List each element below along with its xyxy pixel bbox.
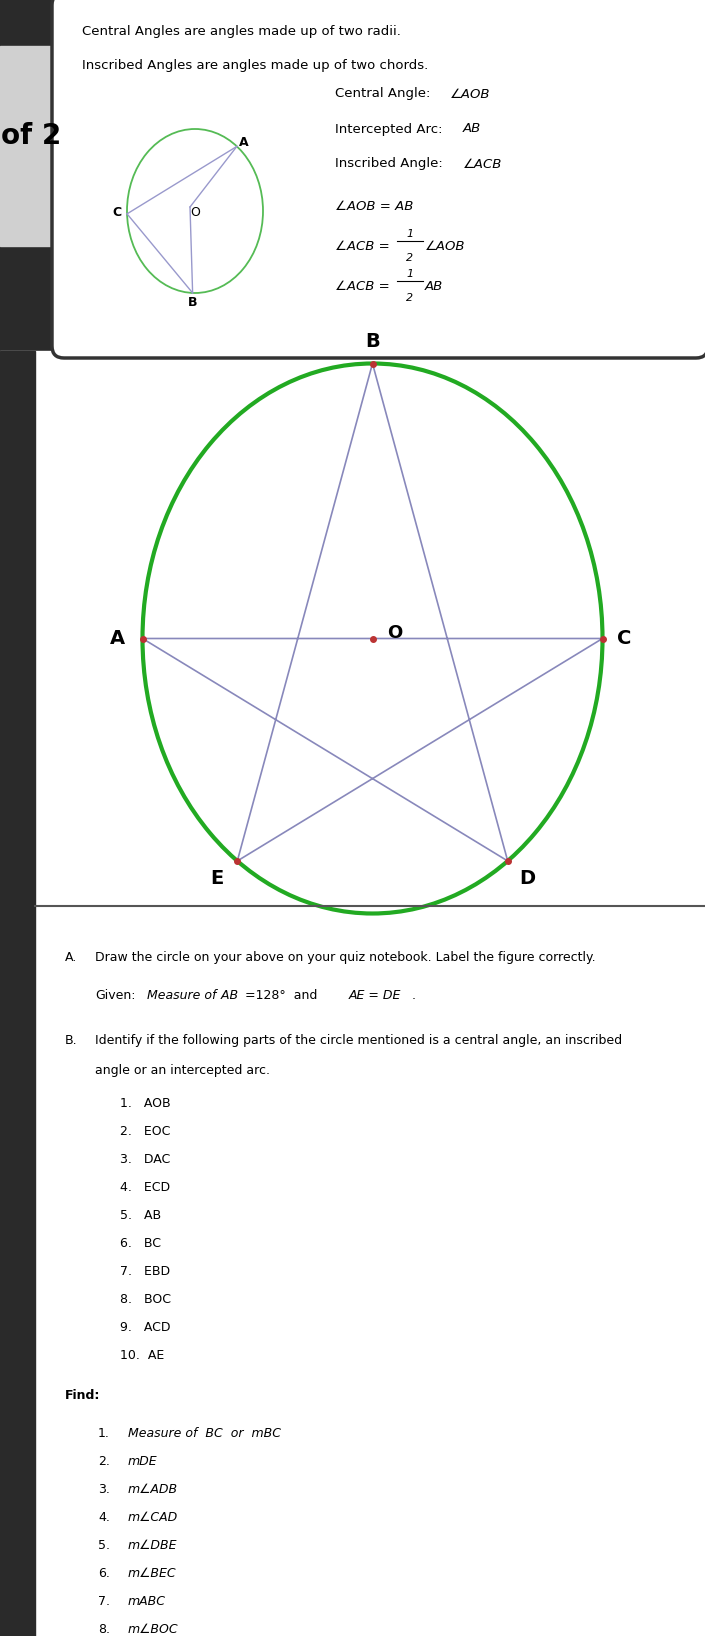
Bar [0,352,35,906]
Text: ∠AOB = AB: ∠AOB = AB [335,200,413,213]
Text: Find:: Find: [65,1389,100,1402]
Text: AB: AB [463,123,482,136]
Text: ∠ACB =: ∠ACB = [335,239,394,252]
Text: Intercepted Arc:: Intercepted Arc: [335,123,451,136]
Text: 8.   BOC: 8. BOC [120,1292,171,1306]
Text: 1.: 1. [98,1427,110,1440]
FancyBboxPatch shape [52,0,705,358]
Text: mABC: mABC [128,1595,166,1608]
Text: Measure of: Measure of [147,990,216,1001]
Bar [0,0,62,352]
Text: 5.   AB: 5. AB [120,1209,161,1222]
Text: D: D [520,869,536,888]
Bar [62,0,698,352]
Text: 9.   ACD: 9. ACD [120,1320,171,1333]
Text: AE = DE: AE = DE [349,990,401,1001]
Text: ∠ACB =: ∠ACB = [335,280,394,293]
Text: Central Angles are angles made up of two radii.: Central Angles are angles made up of two… [82,25,401,38]
Text: Inscribed Angle:: Inscribed Angle: [335,157,451,170]
Text: ∠AOB: ∠AOB [425,239,465,252]
Text: 1: 1 [407,229,414,239]
Bar [0,46,62,245]
Text: 7.   EBD: 7. EBD [120,1265,170,1278]
Text: 2.: 2. [98,1454,110,1467]
Text: B.: B. [65,1034,78,1047]
Text: m∠CAD: m∠CAD [128,1512,178,1525]
Text: 3.   DAC: 3. DAC [120,1153,170,1166]
Text: AB: AB [217,990,238,1001]
Text: ∠AOB: ∠AOB [450,87,491,100]
Text: 7.: 7. [98,1595,110,1608]
Bar [0,352,705,906]
Text: C: C [618,628,632,648]
Text: A: A [110,628,125,648]
Text: 6.: 6. [98,1567,110,1580]
Text: B: B [365,332,380,352]
Text: of 2: of 2 [1,123,61,151]
Bar [0,906,705,1636]
Text: 10.  AE: 10. AE [120,1350,164,1363]
Text: Central Angle:: Central Angle: [335,87,439,100]
Text: A.: A. [65,951,78,964]
Text: 3.: 3. [98,1482,110,1495]
Text: 2: 2 [407,254,414,263]
Text: Draw the circle on your above on your quiz notebook. Label the figure correctly.: Draw the circle on your above on your qu… [95,951,596,964]
Text: ∠ACB: ∠ACB [463,157,503,170]
Text: m∠BOC: m∠BOC [128,1623,178,1636]
Text: 1: 1 [407,268,414,280]
Text: O: O [190,206,200,219]
Text: m∠DBE: m∠DBE [128,1539,178,1553]
Text: O: O [388,625,403,643]
Text: 4.   ECD: 4. ECD [120,1181,170,1194]
Bar [0,906,35,1636]
Text: 5.: 5. [98,1539,110,1553]
Text: 8.: 8. [98,1623,110,1636]
Text: 4.: 4. [98,1512,110,1525]
Text: C: C [113,206,121,219]
Text: E: E [211,869,224,888]
Text: Identify if the following parts of the circle mentioned is a central angle, an i: Identify if the following parts of the c… [95,1034,622,1047]
Text: =128°  and: =128° and [241,990,326,1001]
Text: B: B [188,296,197,309]
Text: mDE: mDE [128,1454,158,1467]
Text: Given:: Given: [95,990,135,1001]
Text: 6.   BC: 6. BC [120,1237,161,1250]
Text: m∠ADB: m∠ADB [128,1482,178,1495]
Text: Inscribed Angles are angles made up of two chords.: Inscribed Angles are angles made up of t… [82,59,428,72]
Text: m∠BEC: m∠BEC [128,1567,177,1580]
Text: angle or an intercepted arc.: angle or an intercepted arc. [95,1063,270,1076]
Text: AB: AB [425,280,443,293]
Text: 1.   AOB: 1. AOB [120,1098,171,1109]
Text: Measure of  BC  or  mBC: Measure of BC or mBC [128,1427,281,1440]
Text: .: . [412,990,416,1001]
Text: A: A [239,136,249,149]
Text: 2.   EOC: 2. EOC [120,1126,171,1139]
Text: 2: 2 [407,293,414,303]
